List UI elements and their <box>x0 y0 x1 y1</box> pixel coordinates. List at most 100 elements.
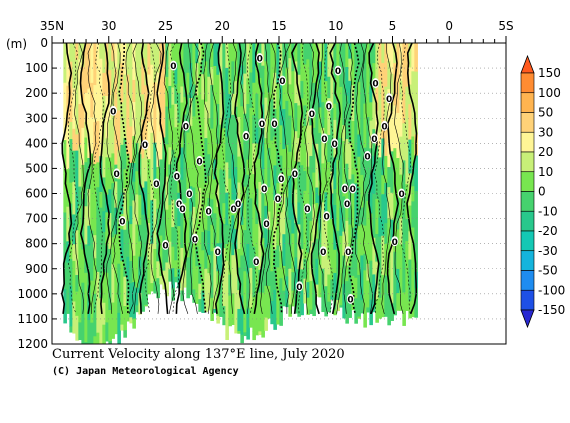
velocity-cell <box>195 179 199 203</box>
velocity-cell <box>174 190 178 228</box>
velocity-column <box>72 43 76 334</box>
velocity-cell <box>363 184 367 227</box>
velocity-cell <box>228 223 232 243</box>
velocity-column <box>402 43 406 326</box>
velocity-cell <box>291 142 295 173</box>
velocity-cell <box>336 102 340 137</box>
velocity-cell <box>390 303 394 321</box>
velocity-cell <box>111 122 115 155</box>
velocity-cell <box>384 223 388 245</box>
velocity-cell <box>159 235 163 277</box>
velocity-cell <box>354 298 358 324</box>
velocity-cell <box>258 159 262 183</box>
velocity-cell <box>126 128 130 155</box>
velocity-cell <box>369 86 373 103</box>
zero-label-background <box>161 239 170 250</box>
velocity-cell <box>105 322 109 342</box>
velocity-cell <box>285 291 289 308</box>
velocity-cell <box>159 89 163 133</box>
velocity-cell <box>228 295 232 327</box>
velocity-cell <box>189 43 193 64</box>
velocity-cell <box>90 322 94 344</box>
velocity-cell <box>387 218 391 264</box>
velocity-cell <box>267 285 271 319</box>
velocity-cell <box>153 198 157 221</box>
velocity-cell <box>402 197 406 229</box>
velocity-cell <box>336 85 340 104</box>
zero-label-text: 0 <box>170 62 176 72</box>
velocity-cell <box>318 155 322 181</box>
x-tick-label: 5 <box>389 19 397 33</box>
velocity-cell <box>63 82 67 102</box>
velocity-cell <box>105 74 109 97</box>
colorbar-segment <box>520 230 535 252</box>
zero-label-background <box>205 206 213 217</box>
velocity-cell <box>144 181 148 221</box>
colorbar-level-label: 30 <box>538 125 553 139</box>
velocity-cell <box>228 242 232 276</box>
velocity-cell <box>81 282 85 301</box>
velocity-cell <box>408 67 412 86</box>
velocity-cell <box>69 121 73 140</box>
velocity-cell <box>189 247 193 290</box>
velocity-cell <box>342 284 346 319</box>
zero-label-background <box>113 168 121 179</box>
velocity-cell <box>411 256 415 302</box>
zero-label-background <box>325 100 333 111</box>
zero-contour-label: 0 <box>325 100 333 112</box>
velocity-cell <box>249 198 253 241</box>
velocity-cell <box>177 93 181 124</box>
velocity-cell <box>378 157 382 199</box>
velocity-cell <box>321 102 325 129</box>
velocity-cell <box>165 76 169 108</box>
velocity-cell <box>84 137 88 163</box>
velocity-cell <box>132 218 136 257</box>
velocity-cell <box>306 43 310 60</box>
velocity-cell <box>390 43 394 75</box>
velocity-cell <box>246 104 250 134</box>
velocity-cell <box>165 176 169 211</box>
velocity-cell <box>144 220 148 264</box>
velocity-cell <box>204 138 208 184</box>
velocity-cell <box>321 268 325 308</box>
velocity-cell <box>195 63 199 96</box>
colorbar-segment <box>520 210 535 232</box>
velocity-cell <box>108 213 112 232</box>
velocity-cell <box>69 101 73 123</box>
velocity-cell <box>414 71 418 118</box>
zero-contour-label: 0 <box>319 246 327 258</box>
velocity-cell <box>75 176 79 215</box>
zero-label-text: 0 <box>350 185 356 195</box>
velocity-cell <box>330 107 334 144</box>
y-tick-label: 300 <box>25 111 48 125</box>
velocity-column <box>135 43 139 313</box>
velocity-cell <box>384 183 388 224</box>
velocity-cell <box>354 183 358 224</box>
velocity-cell <box>87 60 91 90</box>
zero-label-background <box>252 256 260 267</box>
velocity-cell <box>252 297 256 332</box>
velocity-contour <box>99 43 111 314</box>
velocity-contour <box>272 43 284 314</box>
velocity-cell <box>339 43 343 88</box>
velocity-cell <box>291 71 295 108</box>
colorbar-segment <box>520 289 535 311</box>
velocity-cell <box>261 216 265 239</box>
velocity-cell <box>411 201 415 229</box>
velocity-cell <box>276 245 280 269</box>
velocity-cell <box>120 192 124 215</box>
velocity-cell <box>324 192 328 216</box>
velocity-cell <box>333 309 337 316</box>
velocity-cell <box>339 235 343 263</box>
zero-label-background <box>118 216 126 227</box>
velocity-cell <box>306 166 310 212</box>
velocity-cell <box>150 163 154 201</box>
velocity-cell <box>303 225 307 244</box>
velocity-cell <box>84 272 88 302</box>
velocity-contour <box>208 43 220 314</box>
velocity-cell <box>165 241 169 264</box>
velocity-cell <box>354 238 358 279</box>
velocity-cell <box>372 237 376 276</box>
velocity-cell <box>156 166 160 210</box>
velocity-cell <box>297 105 301 139</box>
